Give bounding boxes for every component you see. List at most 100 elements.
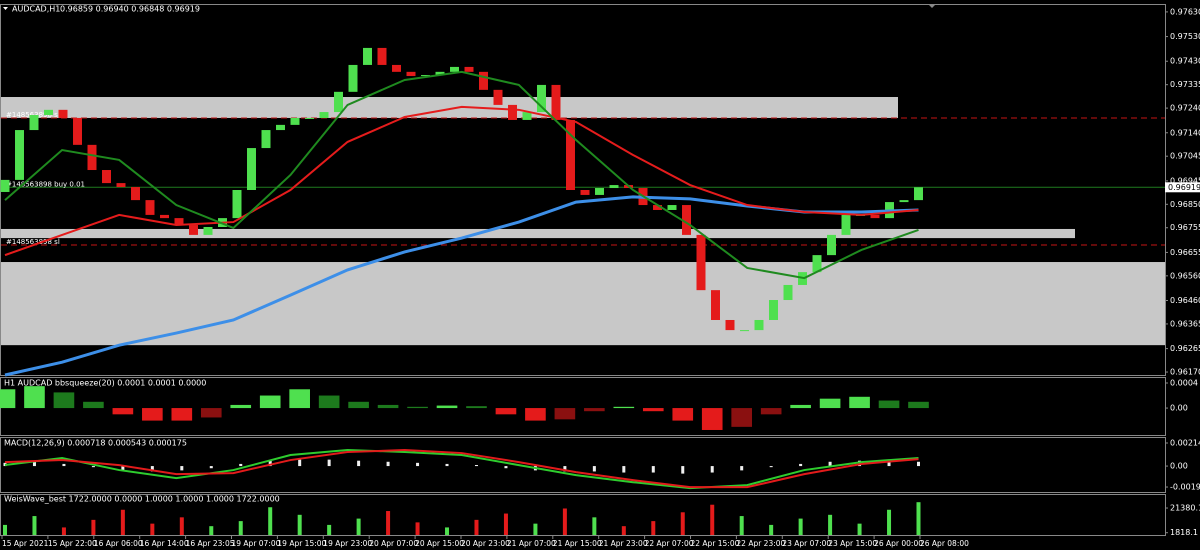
- candle: [595, 188, 604, 195]
- squeeze-bar: [554, 408, 576, 420]
- candle: [522, 112, 532, 120]
- y-tick-label: 0.97530: [1170, 32, 1200, 41]
- candle: [232, 190, 242, 219]
- candle: [667, 205, 677, 210]
- macd-bar: [239, 463, 243, 467]
- candle: [435, 71, 445, 76]
- zone: [1, 228, 1075, 239]
- candle: [276, 124, 285, 131]
- time-label: 16 Apr 06:00: [94, 539, 143, 548]
- macd-line: [4, 449, 919, 490]
- y-tick-label: 0.96655: [1170, 248, 1200, 257]
- candle: [29, 115, 39, 131]
- zone: [1, 262, 1165, 346]
- volume-bar: [415, 522, 420, 535]
- candle: [73, 117, 82, 145]
- candle: [566, 119, 575, 190]
- volume-bar: [179, 517, 184, 535]
- y-tick-label: -0.001948: [1170, 483, 1200, 492]
- squeeze-bar: [318, 395, 340, 409]
- y-tick-label: 0.00: [1170, 404, 1188, 413]
- candle: [899, 200, 909, 203]
- volume-bar: [297, 514, 302, 535]
- volume-bar: [769, 524, 774, 535]
- volume-bar: [268, 507, 273, 535]
- candle: [44, 109, 53, 116]
- candle: [145, 200, 155, 215]
- squeeze-bar: [495, 408, 517, 415]
- candle: [348, 64, 358, 92]
- macd-bar: [150, 466, 154, 472]
- candle: [783, 284, 793, 301]
- y-tick-label: 0.96945: [1170, 176, 1200, 185]
- volume-bar: [710, 504, 715, 535]
- squeeze-bar: [407, 406, 428, 409]
- volume-bar: [887, 509, 892, 535]
- squeeze-bar: [790, 404, 811, 409]
- candle: [537, 84, 546, 113]
- time-label: 22 Apr 15:00: [691, 539, 740, 548]
- current-price: 0.96919: [1168, 183, 1200, 192]
- candle: [609, 185, 619, 189]
- squeeze-bar: [613, 406, 635, 409]
- weis-label: WeisWave_best 1722.0000 0.0000 1.0000 1.…: [4, 495, 280, 504]
- candle: [696, 234, 706, 291]
- candle: [58, 109, 68, 118]
- squeeze-bar: [760, 408, 782, 415]
- candle: [754, 319, 764, 331]
- volume-bar: [61, 527, 66, 535]
- volume-bar: [592, 517, 597, 535]
- y-tick-label: 0.96560: [1170, 271, 1200, 280]
- volume-bar: [621, 526, 626, 535]
- squeeze-bar: [24, 386, 45, 409]
- time-label: 15 Apr 2021: [2, 539, 49, 548]
- candle: [319, 112, 329, 118]
- y-tick-label: 0.96265: [1170, 344, 1200, 353]
- volume-bar: [739, 516, 744, 535]
- y-tick-label: 0.97240: [1170, 104, 1200, 113]
- y-tick-label: 0.00: [1170, 462, 1188, 471]
- y-tick-label: 0.96460: [1170, 296, 1200, 305]
- y-tick-label: 0.96170: [1170, 368, 1200, 377]
- candle: [769, 300, 778, 320]
- squeeze-bar: [142, 408, 163, 421]
- macd-bar: [651, 466, 655, 473]
- squeeze-bar: [819, 398, 841, 409]
- candle: [725, 319, 735, 331]
- squeeze-bar: [436, 405, 458, 409]
- volume-bar: [327, 524, 332, 535]
- volume-bar: [32, 516, 37, 535]
- squeeze-bar: [259, 395, 281, 409]
- price-box: [1165, 182, 1200, 193]
- macd-bar: [474, 465, 478, 467]
- menu-arrow[interactable]: [3, 7, 8, 10]
- macd-bar: [268, 460, 272, 467]
- shift-marker: [928, 4, 936, 8]
- weis-frame: [0, 494, 1166, 536]
- y-tick-label: 21380.1: [1170, 504, 1200, 513]
- squeeze-bar: [525, 408, 546, 421]
- macd-bar: [887, 460, 891, 467]
- bbsqueeze-label: H1 AUDCAD bbsqueeze(20) 0.0001 0.0001 0.…: [4, 379, 206, 388]
- candle: [160, 214, 169, 219]
- volume-bar: [680, 512, 685, 535]
- squeeze-bar: [731, 408, 753, 427]
- candle: [508, 104, 517, 120]
- y-tick-label: 1818.1: [1170, 528, 1198, 537]
- candle: [711, 290, 720, 320]
- volume-bar: [533, 523, 538, 535]
- candle: [290, 117, 300, 125]
- candle: [841, 214, 851, 235]
- candle: [580, 190, 590, 195]
- macd-bar: [121, 466, 125, 471]
- squeeze-bar: [466, 406, 487, 409]
- macd-bar: [740, 466, 744, 471]
- candle: [551, 84, 561, 120]
- symbol: AUDCAD,H1: [12, 5, 60, 14]
- volume-bar: [150, 523, 155, 535]
- candle: [305, 117, 314, 119]
- candle: [392, 64, 401, 72]
- time-label: 22 Apr 07:00: [645, 539, 694, 548]
